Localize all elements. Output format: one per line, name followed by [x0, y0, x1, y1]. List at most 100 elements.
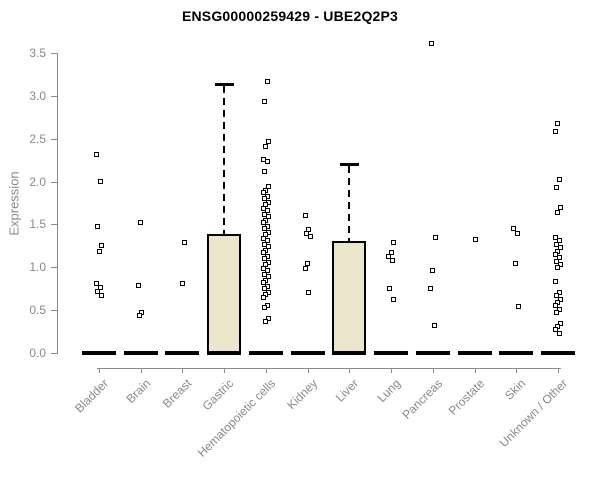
data-point: [262, 286, 268, 292]
x-tick: [474, 368, 476, 373]
x-tick: [349, 368, 351, 373]
data-point: [138, 220, 144, 226]
data-point: [261, 280, 266, 286]
data-point: [261, 265, 266, 271]
x-tick: [265, 368, 267, 373]
data-point: [511, 226, 517, 232]
median-bar: [457, 351, 492, 355]
data-point: [94, 281, 100, 287]
data-point: [262, 256, 268, 262]
data-point: [262, 98, 268, 104]
data-point: [261, 220, 266, 226]
box-liver: [332, 240, 367, 355]
data-point: [261, 250, 266, 256]
median-bar: [415, 351, 450, 355]
data-point: [303, 230, 309, 236]
data-point: [262, 271, 268, 277]
y-axis-title: Expression: [6, 171, 22, 236]
data-point: [556, 330, 562, 336]
data-point: [390, 297, 396, 303]
x-tick: [99, 368, 100, 373]
data-point: [554, 185, 560, 191]
data-point: [265, 138, 271, 144]
data-point: [261, 156, 266, 162]
x-tick: [140, 368, 142, 373]
y-tick-label: 3.5: [29, 46, 46, 60]
median-bar: [248, 351, 283, 355]
median-bar: [499, 351, 534, 355]
data-point: [182, 239, 188, 245]
data-point: [387, 286, 393, 292]
whisker: [348, 165, 351, 241]
y-axis-line: [57, 53, 58, 354]
data-point: [261, 235, 266, 241]
x-tick: [557, 368, 559, 373]
data-point: [262, 168, 268, 174]
median-bar: [290, 351, 325, 355]
data-point: [97, 179, 103, 185]
median-bar: [165, 351, 200, 355]
data-point: [429, 41, 435, 47]
data-point: [261, 205, 266, 211]
median-bar: [540, 351, 575, 355]
data-point: [553, 327, 559, 333]
data-point: [427, 286, 433, 292]
whisker-cap: [339, 162, 359, 166]
data-point: [555, 209, 561, 215]
data-point: [137, 312, 143, 318]
data-point: [555, 120, 561, 126]
data-point: [263, 143, 269, 149]
y-tick: [51, 224, 57, 226]
y-tick-label: 3.0: [29, 88, 46, 103]
data-point: [307, 233, 313, 239]
data-point: [386, 253, 392, 259]
y-tick-label: 0.0: [29, 346, 46, 360]
data-point: [302, 265, 308, 271]
data-point: [96, 248, 102, 254]
data-point: [135, 282, 141, 288]
data-point: [553, 251, 559, 257]
data-point: [554, 293, 560, 299]
data-point: [514, 231, 520, 237]
data-point: [95, 288, 101, 294]
y-tick-label: 2.0: [29, 174, 46, 189]
y-tick-label: 1.5: [29, 217, 46, 232]
data-point: [557, 204, 563, 210]
x-tick: [516, 368, 518, 373]
data-point: [473, 237, 479, 243]
data-point: [553, 278, 559, 284]
data-point: [512, 261, 518, 267]
data-point: [261, 294, 266, 300]
data-point: [554, 258, 560, 264]
y-tick: [51, 310, 57, 312]
median-bar: [123, 351, 158, 355]
data-point: [306, 289, 312, 295]
data-point: [263, 318, 269, 324]
x-tick: [182, 368, 184, 373]
y-tick-label: 0.5: [29, 303, 46, 318]
data-point: [554, 241, 560, 247]
data-point: [261, 190, 266, 196]
data-point: [98, 243, 104, 249]
data-point: [389, 257, 395, 263]
x-tick: [224, 368, 226, 373]
data-point: [553, 303, 559, 309]
data-point: [264, 78, 270, 84]
data-point: [432, 234, 438, 240]
data-point: [262, 241, 268, 247]
data-point: [390, 239, 396, 245]
y-tick: [51, 138, 57, 140]
whisker-cap: [214, 82, 234, 86]
data-point: [94, 151, 100, 157]
x-tick: [391, 368, 393, 373]
x-axis-line: [97, 368, 561, 369]
y-tick: [51, 181, 57, 183]
box-gastric: [207, 233, 242, 355]
data-point: [553, 234, 559, 240]
whisker: [223, 85, 226, 234]
y-tick-label: 2.5: [29, 131, 46, 146]
data-point: [554, 310, 560, 316]
data-point: [302, 213, 308, 219]
y-tick-label: 1.0: [29, 260, 46, 275]
